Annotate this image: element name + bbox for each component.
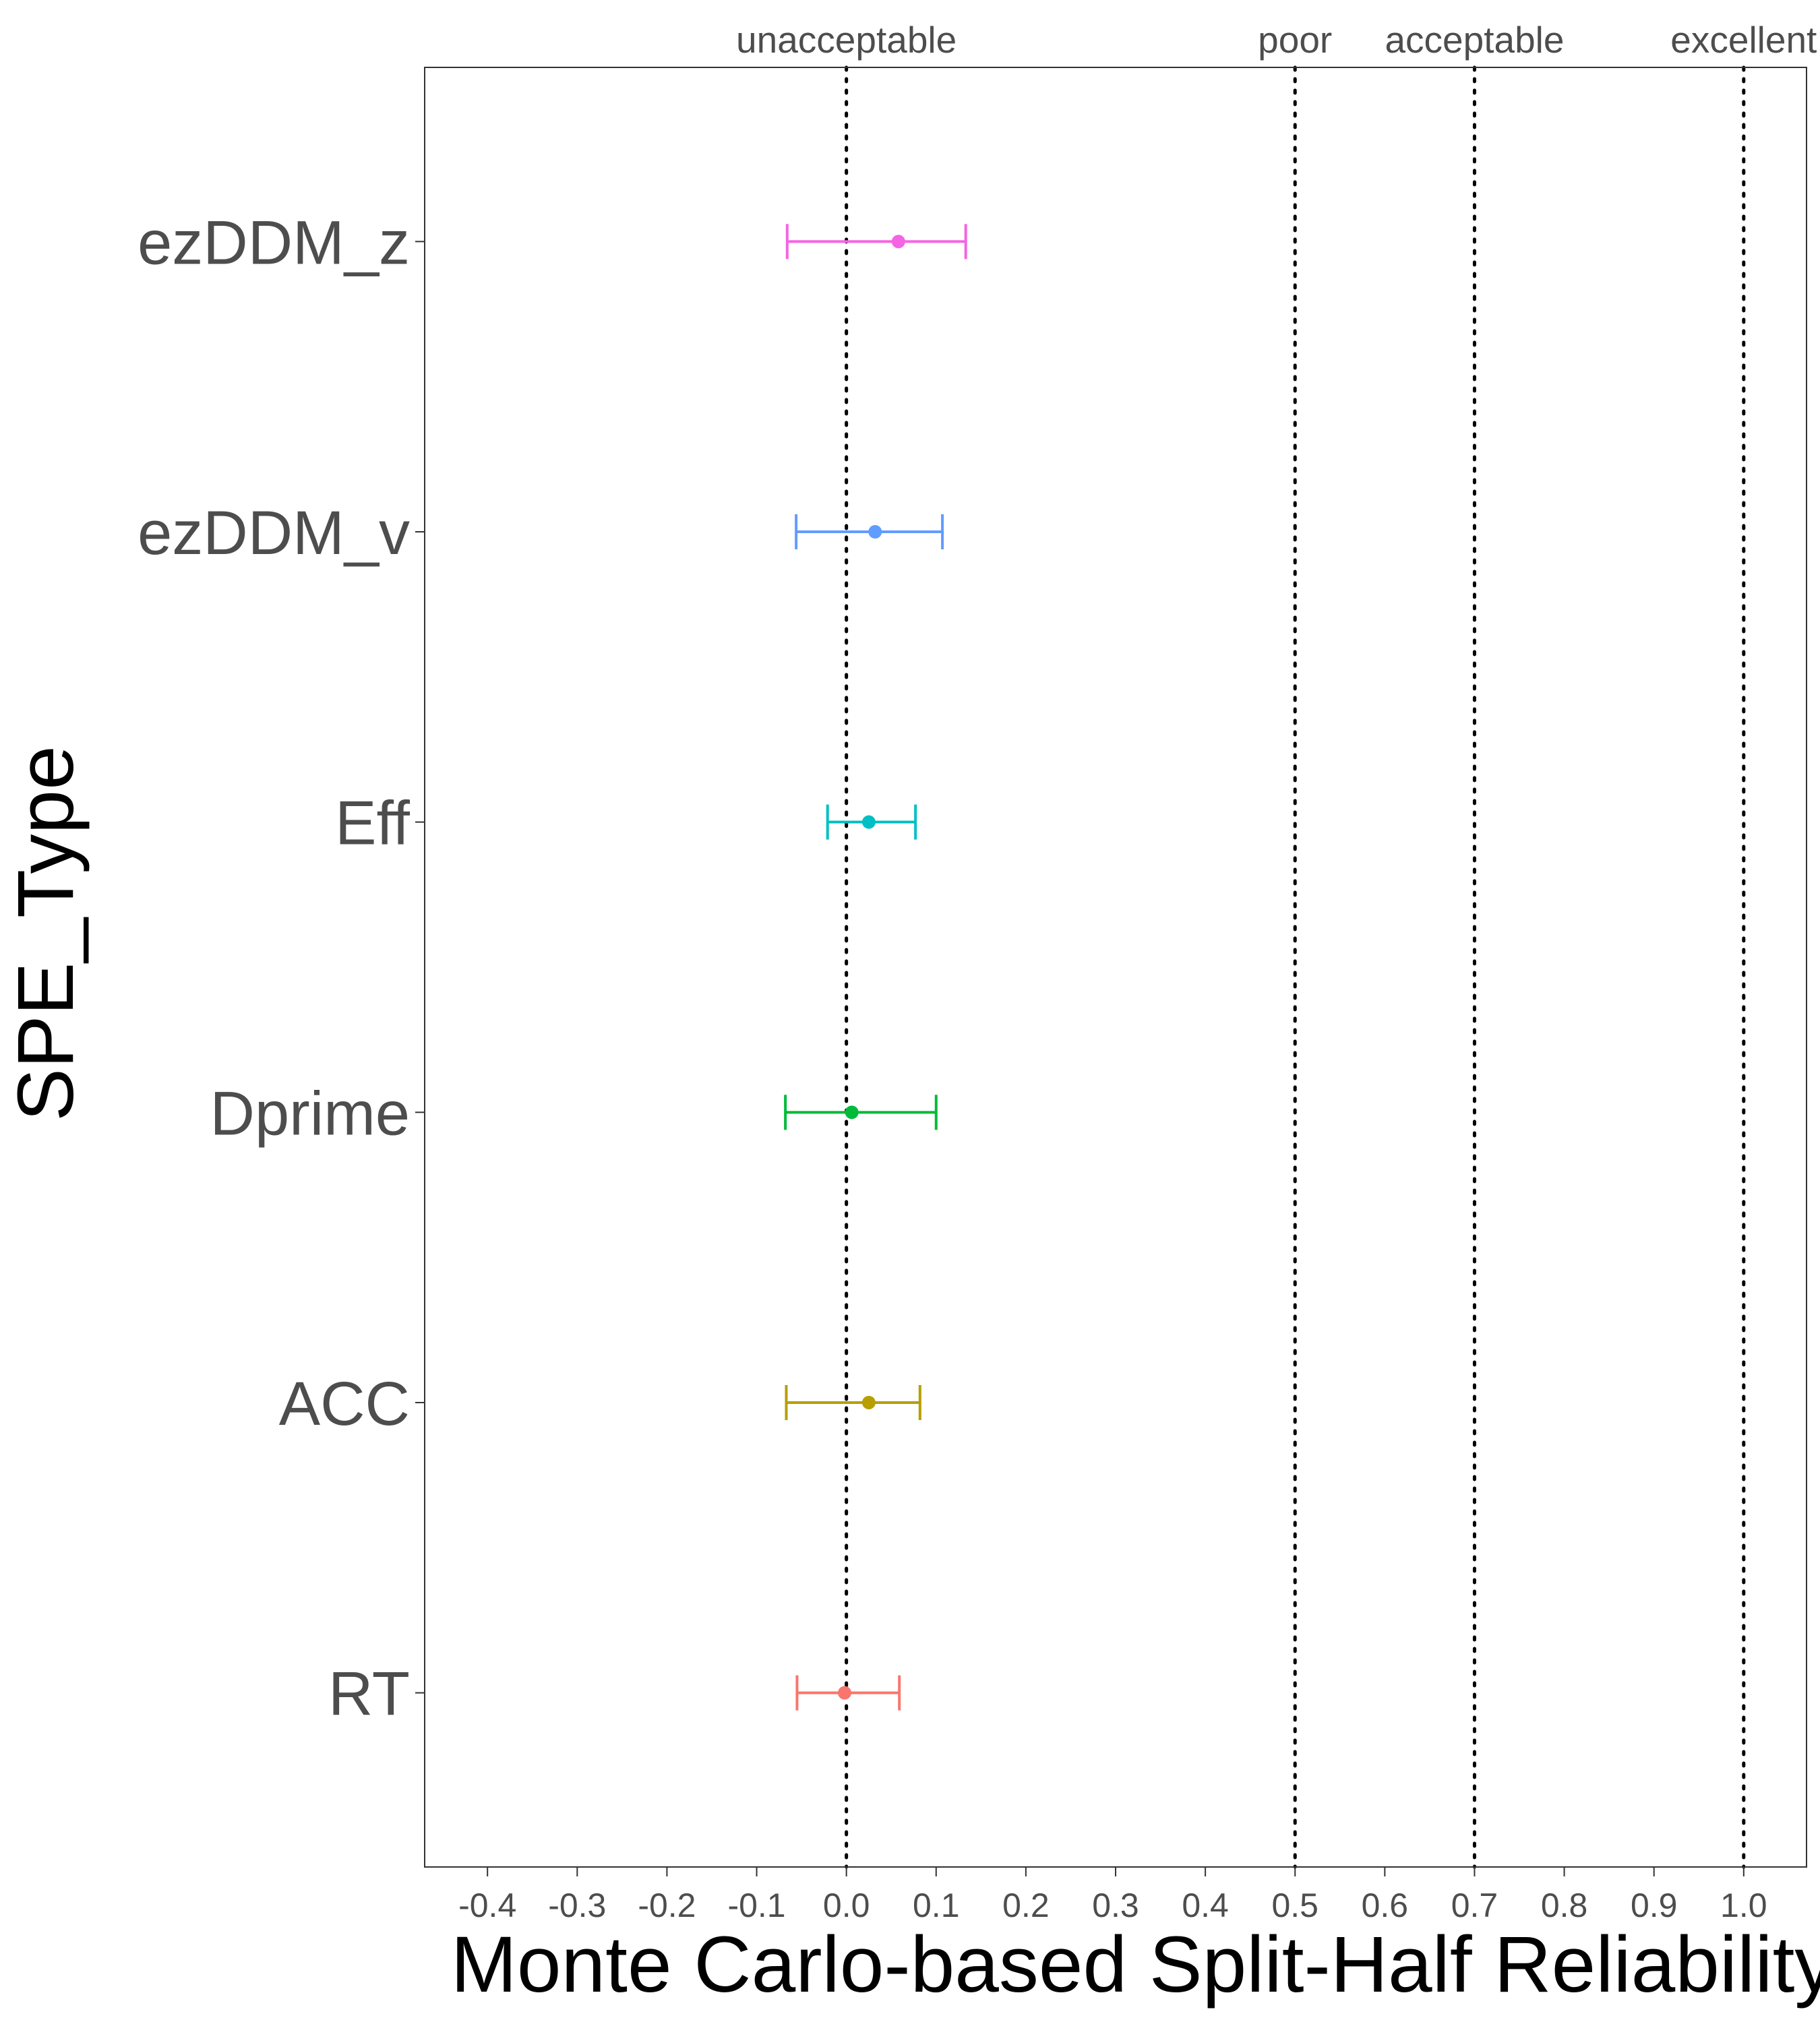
x-tick-label: -0.4	[458, 1887, 516, 1924]
reference-label: poor	[1258, 19, 1332, 61]
x-tick-label: 0.3	[1092, 1887, 1139, 1924]
errorbar-ezDDM_z	[785, 224, 967, 259]
data-point	[845, 1105, 859, 1120]
data-point	[868, 525, 882, 539]
y-tick-label: ezDDM_v	[138, 499, 410, 568]
data-point	[861, 815, 876, 829]
errorbar-RT	[795, 1675, 901, 1711]
plot-panel-border	[424, 67, 1807, 1868]
x-tick-label: -0.1	[727, 1887, 785, 1924]
reference-label: excellent	[1670, 19, 1817, 61]
reference-label: unacceptable	[736, 19, 957, 61]
y-axis-title: SPE_Type	[1, 745, 90, 1122]
y-axis-ticks: ezDDM_z ezDDM_v Eff Dprime ACC RT	[138, 208, 425, 1729]
reference-lines	[845, 65, 1746, 1869]
x-tick-label: -0.3	[548, 1887, 606, 1924]
errorbar-ezDDM_v	[795, 514, 944, 550]
x-tick-label: 0.2	[1002, 1887, 1050, 1924]
y-tick-label: RT	[328, 1660, 410, 1729]
errorbar-ACC	[785, 1384, 921, 1420]
data-point	[861, 1395, 876, 1409]
x-axis-ticks: -0.4 -0.3 -0.2 -0.1 0.0 0.1 0.2 0.3 0.4 0.5 0.6 0.7…	[458, 1867, 1767, 1924]
x-tick-label: 0.1	[913, 1887, 960, 1924]
data-point	[891, 235, 905, 249]
y-tick-label: Dprime	[210, 1079, 410, 1148]
y-tick-label: Eff	[335, 789, 410, 858]
x-tick-label: 0.6	[1362, 1887, 1409, 1924]
y-tick-label: ACC	[279, 1370, 410, 1438]
x-tick-label: 0.8	[1541, 1887, 1588, 1924]
y-tick-label: ezDDM_z	[138, 208, 410, 277]
data-point	[837, 1686, 851, 1700]
x-tick-label: 0.0	[823, 1887, 870, 1924]
x-axis-title: Monte Carlo-based Split-Half Reliability	[451, 1920, 1820, 2009]
x-tick-label: 0.4	[1182, 1887, 1229, 1924]
reference-label: acceptable	[1385, 19, 1564, 61]
errorbar-Eff	[826, 804, 917, 840]
x-tick-label: -0.2	[638, 1887, 696, 1924]
x-tick-label: 0.5	[1271, 1887, 1318, 1924]
reference-labels: unacceptable poor acceptable excellent	[736, 19, 1817, 61]
errorbar-Dprime	[784, 1095, 938, 1130]
error-bars	[784, 224, 967, 1711]
x-tick-label: 0.7	[1451, 1887, 1498, 1924]
x-tick-label: 1.0	[1720, 1887, 1767, 1924]
x-tick-label: 0.9	[1631, 1887, 1678, 1924]
